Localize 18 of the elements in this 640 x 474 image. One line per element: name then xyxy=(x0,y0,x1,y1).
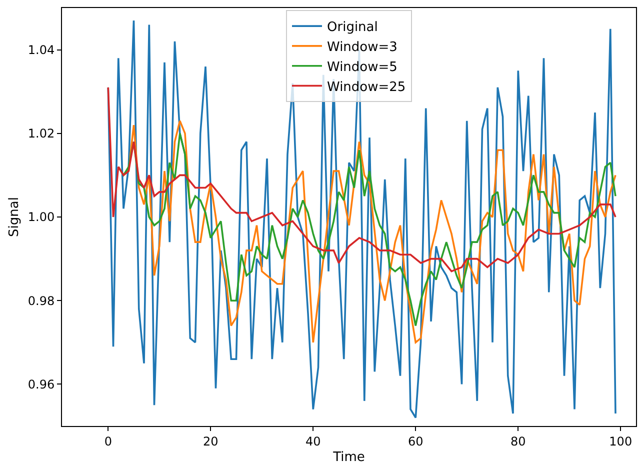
line-series xyxy=(107,20,616,419)
legend-label: Original xyxy=(327,20,378,36)
legend-label: Window=5 xyxy=(327,60,398,75)
y-tick-label: 1.02 xyxy=(28,126,55,141)
x-tick-label: 100 xyxy=(609,434,632,448)
y-tick-label: 1.00 xyxy=(28,210,55,224)
x-tick-label: 40 xyxy=(305,434,321,448)
y-tick-label: 0.98 xyxy=(28,294,55,308)
y-tick-label: 0.96 xyxy=(28,377,55,392)
x-tick-label: 0 xyxy=(104,434,112,448)
legend-label: Window=25 xyxy=(327,80,406,95)
x-tick-label: 80 xyxy=(510,434,526,448)
y-tick-label: 1.04 xyxy=(28,43,55,57)
x-tick-label: 60 xyxy=(408,434,424,448)
x-tick-label: 20 xyxy=(202,434,218,448)
legend-label: Window=3 xyxy=(327,40,398,56)
y-axis-title: Signal xyxy=(6,197,22,237)
x-axis-title: Time xyxy=(332,450,365,465)
